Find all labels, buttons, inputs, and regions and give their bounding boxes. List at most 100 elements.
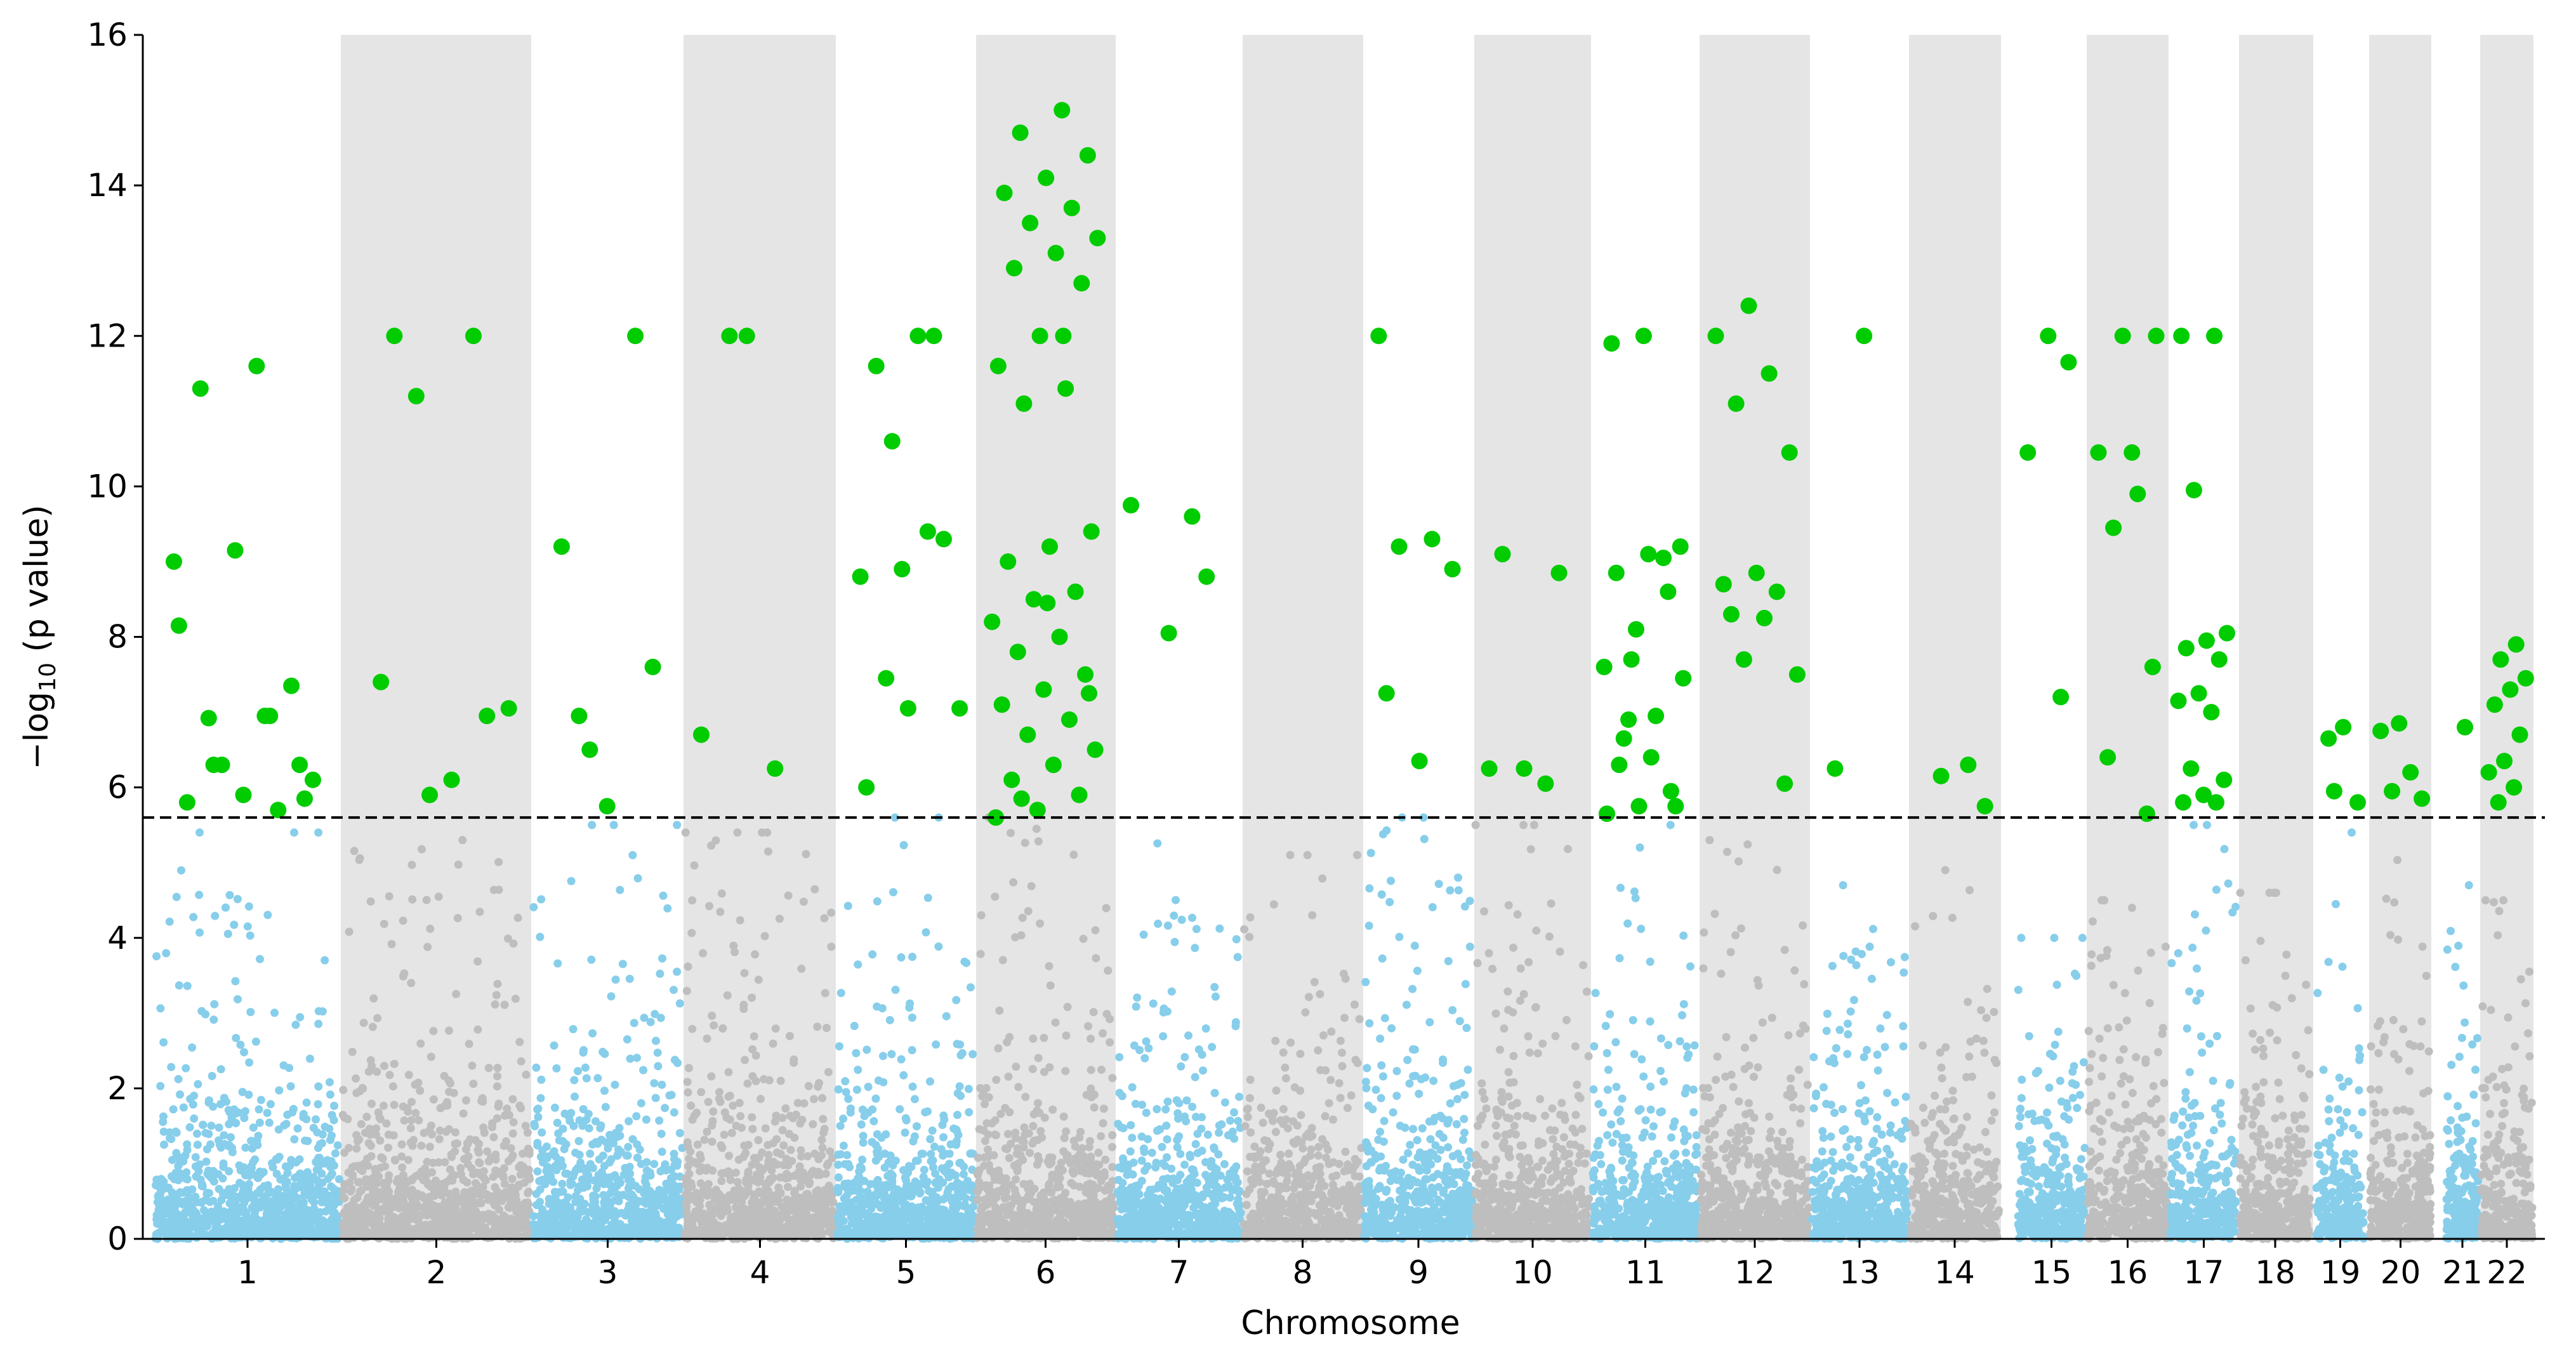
snp-point <box>632 1112 641 1121</box>
snp-point <box>207 1208 216 1217</box>
snp-point <box>435 1135 444 1144</box>
snp-point <box>512 1208 521 1217</box>
snp-point <box>1045 962 1054 970</box>
snp-point <box>1000 1203 1009 1212</box>
snp-point <box>660 1164 668 1173</box>
snp-point <box>385 892 393 901</box>
snp-point <box>348 1047 357 1056</box>
snp-point <box>318 1007 327 1016</box>
snp-point <box>974 1170 982 1179</box>
snp-point <box>234 995 242 1003</box>
snp-point <box>897 953 906 962</box>
snp-point <box>290 828 298 837</box>
snp-point <box>447 1153 456 1161</box>
snp-point <box>763 1141 772 1149</box>
snp-point <box>921 928 930 937</box>
snp-point <box>398 1163 407 1172</box>
snp-point <box>754 975 763 984</box>
snp-point <box>840 1179 849 1188</box>
snp-point <box>558 1125 567 1134</box>
snp-point <box>553 1118 562 1127</box>
snp-point <box>362 1113 371 1121</box>
snp-point <box>657 1130 666 1138</box>
snp-point <box>942 1012 951 1021</box>
snp-point <box>1191 944 1199 953</box>
snp-point <box>637 1099 645 1107</box>
snp-point <box>736 916 744 925</box>
snp-point <box>330 1101 338 1110</box>
snp-point <box>675 1128 684 1137</box>
snp-point <box>725 1171 734 1180</box>
snp-point <box>880 1149 889 1158</box>
snp-point <box>493 1082 501 1091</box>
snp-point <box>1045 1211 1054 1219</box>
snp-point <box>821 1211 829 1220</box>
snp-point <box>1087 1035 1095 1043</box>
snp-point <box>484 1064 493 1073</box>
snp-point <box>248 1169 256 1178</box>
snp-point <box>642 1115 651 1124</box>
snp-point <box>736 1112 745 1121</box>
snp-point <box>663 904 672 913</box>
snp-point <box>463 1153 472 1162</box>
snp-point <box>769 1039 777 1048</box>
snp-point <box>191 1153 200 1161</box>
snp-point <box>380 1101 388 1110</box>
snp-point <box>186 1095 195 1104</box>
snp-point <box>1092 1233 1100 1242</box>
snp-point <box>451 1205 460 1213</box>
snp-point <box>853 1085 861 1094</box>
snp-point <box>538 1128 546 1137</box>
snp-point <box>776 1210 784 1219</box>
snp-point <box>216 1065 225 1074</box>
snp-point <box>271 1205 280 1213</box>
snp-point <box>535 1177 544 1186</box>
snp-point <box>391 1156 400 1165</box>
snp-point <box>579 1105 588 1114</box>
snp-point <box>758 828 767 837</box>
snp-point <box>491 1000 499 1009</box>
snp-point <box>624 1142 633 1151</box>
snp-point <box>727 1213 736 1222</box>
snp-point <box>1107 1193 1116 1202</box>
snp-point <box>422 896 431 904</box>
snp-point <box>340 1222 348 1231</box>
snp-point <box>960 1162 968 1171</box>
chromosome-band <box>2480 35 2533 1239</box>
snp-point <box>776 1188 785 1197</box>
snp-point <box>167 1062 176 1071</box>
snp-point <box>312 1115 320 1124</box>
snp-point <box>852 1048 861 1057</box>
snp-point <box>289 1187 298 1196</box>
snp-point <box>231 977 240 986</box>
snp-point <box>1089 1196 1098 1204</box>
snp-point <box>384 1143 393 1152</box>
snp-point <box>923 1107 932 1116</box>
snp-point <box>1076 1128 1085 1136</box>
snp-point <box>458 836 467 845</box>
snp-point <box>817 1151 826 1160</box>
snp-point <box>340 1113 349 1122</box>
snp-point <box>1094 1148 1103 1157</box>
snp-point <box>817 1229 826 1238</box>
snp-point <box>1024 907 1033 916</box>
snp-point <box>441 1226 450 1235</box>
snp-point <box>821 1169 830 1178</box>
snp-point <box>984 1153 993 1161</box>
snp-point <box>1091 926 1100 935</box>
snp-point <box>879 1078 888 1087</box>
snp-point <box>230 1105 239 1114</box>
snp-point <box>381 1189 390 1198</box>
snp-point <box>533 1141 542 1150</box>
snp-point <box>887 1202 895 1211</box>
snp-point <box>1045 1181 1053 1190</box>
snp-point <box>662 1229 671 1238</box>
snp-point <box>1061 1067 1070 1075</box>
snp-point <box>824 1227 833 1236</box>
snp-point <box>350 847 359 856</box>
snp-point <box>836 1208 845 1217</box>
snp-point <box>387 940 396 949</box>
snp-point <box>1030 1184 1039 1193</box>
snp-point <box>810 885 819 894</box>
